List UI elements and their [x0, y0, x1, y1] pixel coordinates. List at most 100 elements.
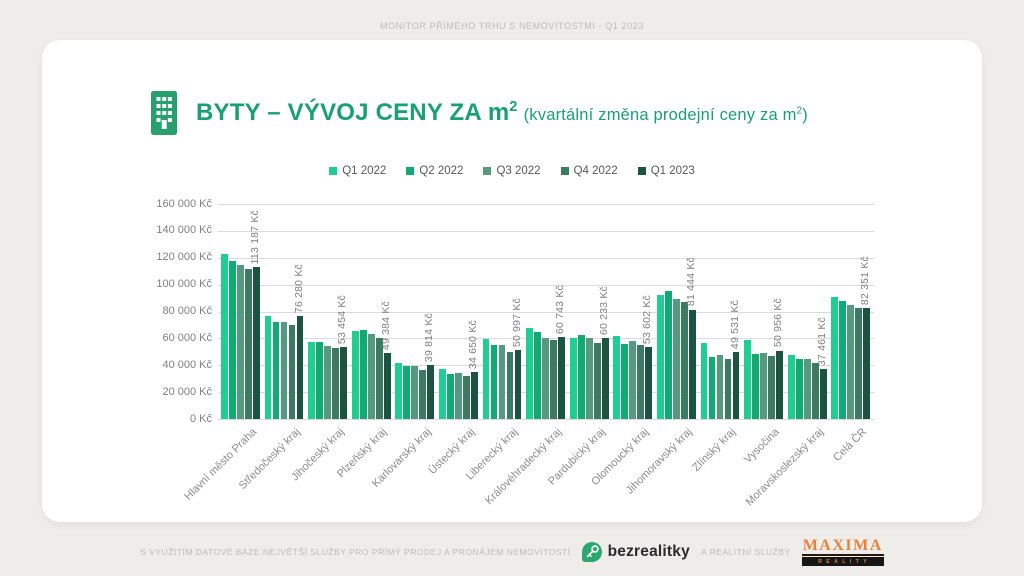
bar-q4-2022	[681, 302, 688, 419]
y-axis-tick-label: 60 000 Kč	[162, 331, 212, 344]
bar-q1-2022	[482, 339, 490, 419]
bar-value-label: 60 743 Kč	[554, 285, 567, 335]
chart-title-row: BYTY – VÝVOJ CENY ZA m2 (kvartální změna …	[146, 88, 808, 138]
maxima-logo: MAXIMA REALITY	[801, 537, 884, 566]
bar-q1-2023	[296, 316, 304, 419]
bar-q2-2022	[403, 365, 411, 419]
legend-label: Q3 2022	[496, 165, 541, 177]
bezrealitky-wordmark: bezrealitky	[607, 542, 690, 560]
bar-q1-2023	[689, 309, 696, 419]
bar-q3-2022	[237, 265, 244, 419]
bar-q3-2022	[673, 299, 680, 419]
legend-item-q2-2022: Q2 2022	[406, 165, 463, 177]
bar-q1-2022	[351, 330, 359, 419]
bar-q1-2023	[776, 350, 784, 419]
bar-q1-2023	[558, 337, 566, 419]
bar-value-label: 37 461 Kč	[815, 316, 828, 366]
bar-q1-2022	[221, 253, 228, 419]
bar-value-label: 50 956 Kč	[772, 298, 785, 348]
bar-value-label: 82 351 Kč	[859, 256, 872, 306]
bar-q1-2023	[601, 338, 609, 419]
bezrealitky-pin-icon	[581, 541, 602, 562]
bar-q1-2022	[526, 327, 534, 419]
bar-q3-2022	[498, 345, 506, 419]
y-axis-tick-label: 100 000 Kč	[156, 278, 212, 291]
bar-q1-2023	[819, 368, 827, 419]
bar-q3-2022	[455, 373, 462, 419]
x-axis-category-label: Hlavní město Praha	[182, 426, 259, 503]
gridline	[218, 311, 874, 313]
bar-q2-2022	[708, 357, 716, 419]
maxima-reality-bar: REALITY	[801, 557, 884, 566]
bar-value-label: 49 384 Kč	[379, 300, 392, 350]
legend-label: Q1 2023	[650, 165, 695, 177]
gridline	[218, 419, 874, 420]
bezrealitky-logo: bezrealitky	[581, 541, 690, 562]
maxima-wordmark: MAXIMA	[801, 537, 884, 556]
bar-q1-2023	[383, 352, 391, 419]
bar-q4-2022	[419, 369, 427, 419]
y-axis-tick-label: 120 000 Kč	[156, 251, 212, 264]
bar-q3-2022	[803, 359, 811, 419]
report-header-note: MONITOR PŘÍMÉHO TRHU S NEMOVITOSTMI - Q1…	[379, 21, 645, 31]
x-axis-category-label: Celá ČR	[831, 426, 870, 464]
bar-q1-2022	[264, 316, 272, 419]
y-axis-tick-label: 160 000 Kč	[156, 197, 212, 210]
bar-q2-2022	[839, 300, 847, 419]
bar-value-label: 39 814 Kč	[423, 313, 436, 363]
gridline	[218, 230, 874, 232]
bar-q2-2022	[577, 335, 585, 419]
y-axis-tick-label: 40 000 Kč	[162, 358, 212, 371]
bar-q3-2022	[847, 304, 855, 419]
bar-q1-2022	[787, 355, 795, 419]
bar-q1-2022	[308, 342, 316, 419]
bar-chart: 0 Kč 20 000 Kč 40 000 Kč 60 000 Kč 80 000 Kč…	[42, 40, 982, 522]
bar-q1-2022	[395, 362, 403, 419]
x-axis-category-label: Královéhradecký kraj	[483, 426, 565, 508]
bar-q4-2022	[245, 268, 252, 419]
bar-q3-2022	[760, 353, 768, 419]
bar-q3-2022	[367, 334, 375, 419]
bar-q3-2022	[280, 321, 288, 419]
bar-q4-2022	[550, 340, 558, 419]
bar-value-label: 49 531 Kč	[728, 300, 741, 350]
bar-value-label: 53 454 Kč	[336, 295, 349, 345]
legend-item-q1-2023: Q1 2023	[637, 165, 695, 177]
bar-q2-2022	[665, 290, 672, 419]
legend-item-q1-2022: Q1 2022	[329, 165, 386, 177]
bar-q3-2022	[716, 355, 724, 419]
legend-swatch-icon	[406, 167, 415, 175]
bar-q3-2022	[542, 337, 550, 419]
bar-q2-2022	[272, 321, 280, 419]
legend-swatch-icon	[329, 167, 338, 175]
gridline	[218, 284, 874, 286]
building-icon	[146, 90, 182, 136]
bar-q3-2022	[324, 346, 332, 419]
legend-swatch-icon	[637, 167, 646, 175]
bar-q4-2022	[637, 345, 645, 419]
page-title: BYTY – VÝVOJ CENY ZA m2 (kvartální změna …	[196, 99, 808, 126]
legend-swatch-icon	[560, 167, 569, 175]
x-axis-category-label: Vysočina	[742, 426, 783, 466]
bar-q2-2022	[621, 344, 629, 419]
bar-q2-2022	[447, 373, 454, 419]
bar-q1-2023	[645, 346, 653, 419]
bar-q2-2022	[795, 359, 803, 419]
bar-q1-2023	[340, 347, 348, 419]
bar-q2-2022	[359, 329, 367, 419]
gridline	[218, 204, 874, 205]
legend-label: Q2 2022	[419, 165, 464, 177]
legend-label: Q4 2022	[573, 165, 618, 177]
bar-q3-2022	[629, 341, 637, 419]
bar-q1-2022	[439, 368, 446, 419]
bar-value-label: 113 187 Kč	[248, 209, 261, 264]
chart-card: BYTY – VÝVOJ CENY ZA m2 (kvartální změna …	[42, 40, 982, 522]
bar-q1-2023	[514, 350, 522, 419]
bar-value-label: 81 444 Kč	[684, 257, 697, 307]
bar-q2-2022	[490, 345, 498, 419]
bar-q1-2022	[657, 295, 664, 419]
bar-q1-2022	[569, 337, 577, 419]
bar-q1-2022	[831, 297, 839, 419]
bar-value-label: 53 602 Kč	[641, 294, 654, 344]
bar-value-label: 76 280 Kč	[292, 264, 305, 314]
